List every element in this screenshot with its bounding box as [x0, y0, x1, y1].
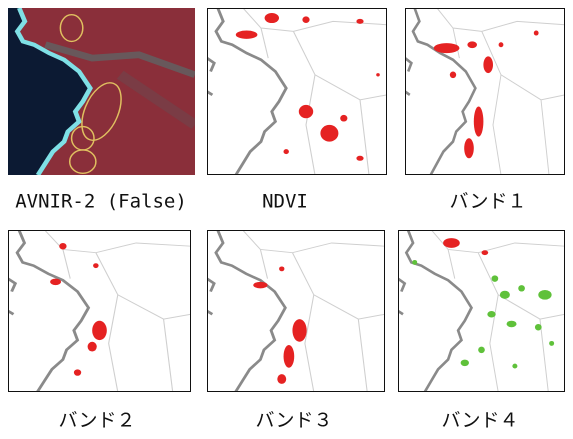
caption: バンド１: [450, 191, 527, 213]
caption: バンド４: [442, 410, 519, 432]
band1-map: [405, 8, 565, 175]
satellite-image: [8, 8, 195, 175]
band2-map: [8, 230, 191, 392]
figure: AVNIR-2 (False) NDVI バンド１ バンド２ バンド３ バンド４: [0, 0, 573, 439]
caption: NDVI: [262, 191, 308, 213]
ndvi-map: [207, 8, 387, 175]
band3-map: [207, 230, 385, 392]
caption: バンド２: [59, 410, 136, 432]
caption: バンド３: [256, 410, 333, 432]
band4-map: [398, 230, 565, 392]
caption: AVNIR-2 (False): [15, 191, 187, 213]
